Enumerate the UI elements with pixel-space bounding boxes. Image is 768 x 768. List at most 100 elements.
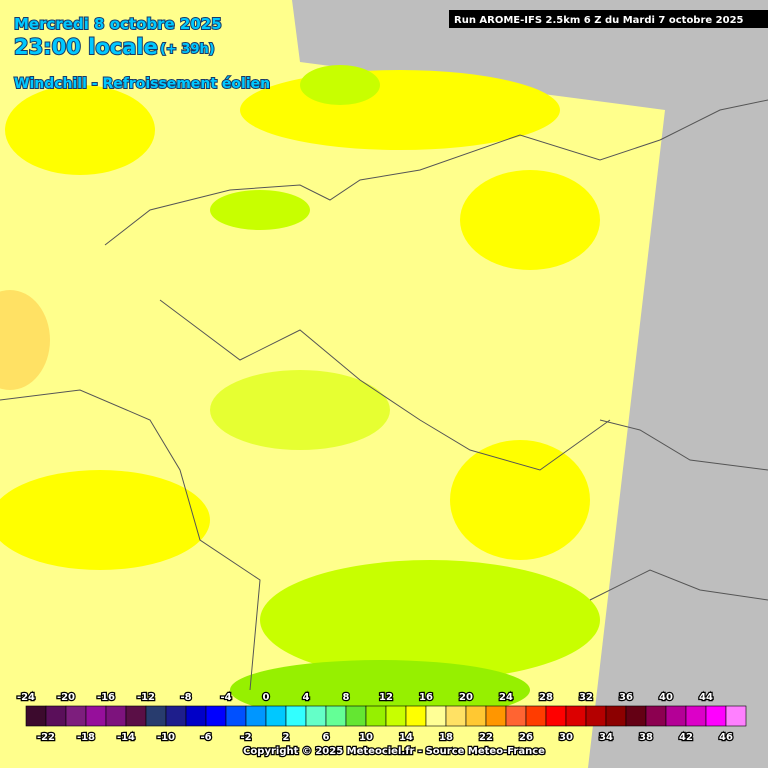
scale-label: 34 [599,732,613,743]
border [159,299,611,471]
color-swatch [125,705,147,727]
patch [460,170,600,270]
scale-label: -24 [17,692,35,703]
lead-time: (+ 39h) [160,42,215,57]
color-swatch [665,705,687,727]
color-swatch [545,705,567,727]
coastline [104,134,661,246]
color-swatch [525,705,547,727]
copyright: Copyright © 2025 Meteociel.fr - Source M… [243,746,545,757]
borders [0,99,768,691]
color-swatch [505,705,527,727]
scale-label: 14 [399,732,413,743]
patch [260,560,600,680]
scale-label: -18 [77,732,95,743]
color-swatch [145,705,167,727]
color-swatch [65,705,87,727]
scale-label: 26 [519,732,533,743]
color-swatch [325,705,347,727]
color-swatch [725,705,747,727]
scale-label: -22 [37,732,55,743]
color-swatch [685,705,707,727]
border [589,569,768,601]
scale-label: -12 [137,692,155,703]
color-swatch [585,705,607,727]
color-swatch [405,705,427,727]
scale-label: -16 [97,692,115,703]
color-swatch [205,705,227,727]
scale-label: 24 [499,692,513,703]
run-info: Run AROME-IFS 2.5km 6 Z du Mardi 7 octob… [454,15,744,26]
color-swatch [465,705,487,727]
color-swatch [85,705,107,727]
color-swatch [625,705,647,727]
patch [5,85,155,175]
scale-label: 18 [439,732,453,743]
scale-label: 10 [359,732,373,743]
field-patches [0,65,600,720]
color-swatch [485,705,507,727]
scale-label: 16 [419,692,433,703]
color-swatch [185,705,207,727]
patch [300,65,380,105]
coastline [659,99,768,141]
patch [210,190,310,230]
color-swatch [265,705,287,727]
scale-label: 8 [343,692,350,703]
scale-label: 30 [559,732,573,743]
color-swatch [45,705,67,727]
color-swatch [385,705,407,727]
scale-label: 22 [479,732,493,743]
scale-label: 0 [263,692,270,703]
parameter: Windchill - Refroissement éolien [14,76,270,92]
color-swatch [425,705,447,727]
time: 23:00 locale [14,35,158,59]
scale-label: 2 [283,732,290,743]
patch [230,660,530,720]
patch [0,470,210,570]
scale-label: -6 [200,732,211,743]
border [599,419,768,471]
scale-label: 40 [659,692,673,703]
color-swatch [25,705,47,727]
scale-label: 12 [379,692,393,703]
color-swatch [305,705,327,727]
color-swatch [345,705,367,727]
color-swatch [565,705,587,727]
color-swatch [245,705,267,727]
color-swatch [645,705,667,727]
scale-label: -8 [180,692,191,703]
color-swatch [285,705,307,727]
patch [0,290,50,390]
patch [450,440,590,560]
border [0,389,261,691]
scale-label: -14 [117,732,135,743]
color-swatch [705,705,727,727]
scale-label: 46 [719,732,733,743]
scale-label: -2 [240,732,251,743]
scale-label: 6 [323,732,330,743]
color-scale: -24-22-20-18-16-14-12-10-8-6-4-202468101… [16,691,747,744]
color-swatch [605,705,627,727]
scale-label: 44 [699,692,713,703]
scale-label: -4 [220,692,231,703]
scale-label: 4 [303,692,310,703]
scale-label: 20 [459,692,473,703]
scale-label: 42 [679,732,693,743]
scale-label: 28 [539,692,553,703]
scale-label: 38 [639,732,653,743]
color-swatch [105,705,127,727]
scale-label: 32 [579,692,593,703]
color-swatch [365,705,387,727]
scale-label: -20 [57,692,75,703]
date: Mercredi 8 octobre 2025 [14,15,222,33]
color-swatch [165,705,187,727]
color-swatch [445,705,467,727]
scale-label: 36 [619,692,633,703]
color-swatch [225,705,247,727]
patch [210,370,390,450]
scale-label: -10 [157,732,175,743]
run-box [449,10,768,28]
